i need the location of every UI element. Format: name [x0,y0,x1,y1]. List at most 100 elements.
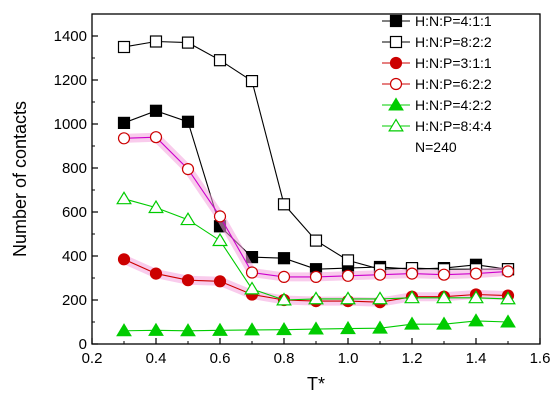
data-point [277,252,291,265]
data-point [500,291,516,305]
y-tick-label: 1400 [54,28,87,45]
data-point [341,269,355,282]
data-point [277,270,291,283]
legend: H:N:P=4:1:1 H:N:P=8:2:2 H:N:P=3:1:1 H:N:P=6… [382,13,492,155]
data-point [181,36,195,49]
legend-item: H:N:P=4:2:2 [382,97,492,113]
legend-item: H:N:P=6:2:2 [382,76,492,92]
data-point [404,290,420,304]
data-point [437,268,451,281]
legend-item: H:N:P=4:1:1 [382,13,492,29]
series-layer [116,35,516,337]
legend-item: H:N:P=3:1:1 [382,55,492,71]
x-tick-label: 0.8 [274,350,295,367]
x-tick-label: 1.0 [338,350,359,367]
data-point [212,232,228,247]
y-axis-label: Number of contacts [10,101,30,257]
series-halo [119,132,513,282]
y-axis: 0 200 400 600 800 1000 1200 1400 [54,13,98,353]
data-point [116,191,132,205]
data-point [148,199,164,214]
data-point [308,291,324,305]
data-point [245,266,259,279]
data-point [181,115,195,128]
data-point [181,163,195,176]
data-point [404,316,420,330]
x-axis-label: T* [307,374,325,394]
data-point [309,234,323,247]
data-point [341,254,355,267]
x-tick-label: 0.6 [210,350,231,367]
data-point [212,322,228,336]
data-point [436,290,452,304]
x-tick-label: 1.2 [402,350,423,367]
legend-item: H:N:P=8:2:2 [382,34,492,50]
data-point [117,116,131,130]
data-point [213,275,227,288]
data-point [372,291,388,305]
y-tick-label: 200 [62,292,87,309]
x-tick-label: 0.4 [146,350,167,367]
y-tick-label: 400 [62,248,87,265]
data-point [213,54,227,67]
y-tick-label: 0 [79,336,87,353]
y-tick-label: 1000 [54,116,87,133]
legend-marker [389,77,403,91]
data-point [149,267,163,280]
data-point [148,322,164,336]
data-point [340,291,356,305]
legend-marker [389,56,403,70]
data-point [213,210,227,223]
data-point [244,322,260,336]
legend-label: H:N:P=8:2:2 [415,34,492,50]
x-tick-label: 1.4 [466,350,487,367]
series-line [123,198,509,301]
data-point [340,320,356,335]
data-point [149,104,163,117]
series-4 [117,131,515,283]
y-tick-label: 600 [62,204,87,221]
data-point [117,132,131,145]
legend-label: H:N:P=6:2:2 [415,76,492,92]
data-point [149,131,163,144]
data-point [309,270,323,283]
data-point [116,323,132,337]
data-point [244,281,260,295]
data-point [436,316,452,330]
data-point [468,290,484,304]
series-6 [116,191,516,306]
x-axis: 0.2 0.4 0.6 0.8 1.0 1.2 1.4 1.6 [82,338,550,367]
data-point [277,198,291,211]
data-point [373,268,387,281]
data-point [500,314,516,328]
data-point [276,292,292,306]
data-point [117,40,131,54]
data-point [117,253,131,266]
legend-marker [388,97,404,111]
legend-marker [388,118,404,132]
data-point [276,322,292,336]
legend-item: H:N:P=8:4:4 [382,118,492,134]
data-point [405,267,419,280]
data-point [245,74,259,88]
legend-label: H:N:P=3:1:1 [415,55,492,71]
legend-label: H:N:P=4:1:1 [415,13,492,29]
legend-note: N=240 [415,139,457,155]
x-tick-label: 0.2 [82,350,103,367]
y-tick-label: 800 [62,160,87,177]
legend-label: H:N:P=8:4:4 [415,118,492,134]
data-point [149,35,163,48]
legend-marker [389,35,403,49]
legend-marker [389,14,403,28]
x-tick-label: 1.6 [530,350,550,367]
data-point [181,274,195,287]
data-point [180,212,196,226]
data-point [468,313,484,327]
data-point [372,320,388,334]
data-point [469,267,483,280]
data-point [308,321,324,335]
y-tick-label: 1200 [54,72,87,89]
legend-label: H:N:P=4:2:2 [415,97,492,113]
series-5 [116,313,516,337]
